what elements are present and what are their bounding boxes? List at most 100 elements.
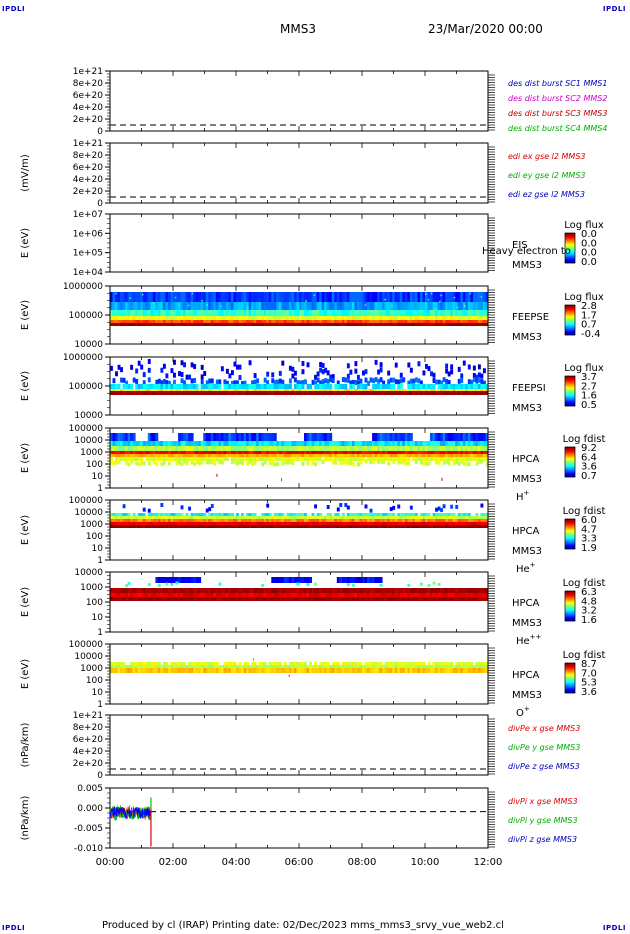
hpca_he-colorbar-step <box>565 546 575 548</box>
hpca_h-spectrogram-cell <box>392 451 396 454</box>
hpca_hepp-colorbar-step <box>565 597 575 599</box>
hpca_hepp-spectrogram-cell <box>296 577 300 583</box>
hpca_he-spectrogram-cell <box>477 519 481 522</box>
hpca_h-spectrogram-cell <box>319 451 323 454</box>
feepsi-spectrogram-cell <box>140 364 144 370</box>
feepse-spectrogram-cell <box>130 302 134 312</box>
feepsi-spectrogram-cell <box>470 379 474 385</box>
feepsi-spectrogram-cell <box>326 370 330 376</box>
feepsi-spectrogram-cell <box>122 389 126 391</box>
hpca_o-spectrogram-cell <box>367 662 370 665</box>
hpca_h-spectrogram-cell <box>180 454 184 457</box>
hpca_o-spectrogram-cell <box>160 665 164 668</box>
feepsi-spectrogram-cell <box>301 379 305 385</box>
hpca_he-spectrogram-cell <box>213 525 217 528</box>
feepse-spectrogram-cell <box>291 316 295 320</box>
hpca_h-spectrogram-cell <box>329 433 333 441</box>
eis-ytick-label: 1e+05 <box>73 249 103 259</box>
hpca_h-spectrogram-cell <box>210 446 214 451</box>
hpca_h-spectrogram-cell <box>233 446 237 451</box>
hpca_hepp-spectrogram-cell <box>193 588 197 593</box>
feepse-spectrogram-cell <box>389 292 393 304</box>
feepse-spectrogram-cell <box>367 292 370 304</box>
hpca_he-colorbar-step <box>565 521 575 523</box>
feepse-spectrogram-cell <box>278 316 282 320</box>
feepse-spectrogram-cell <box>480 310 484 318</box>
hpca_h-spectrogram-cell <box>304 433 307 441</box>
feepsi-spectrogram-cell <box>266 384 270 389</box>
ipdl-logo-bottom-left: IPDLI <box>2 924 26 932</box>
hpca_h-colorbar-step <box>565 466 575 468</box>
hpca_h-spectrogram-cell <box>412 457 416 461</box>
hpca_he-spectrogram-cell <box>205 508 209 513</box>
hpca_h-spectrogram-cell <box>152 457 156 461</box>
feepsi-spectrogram-cell <box>180 371 184 377</box>
feepse-spectrogram-cell <box>291 320 295 323</box>
feepse-spectrogram-cell <box>452 316 456 320</box>
hpca_h-spectrogram-cell <box>241 457 244 461</box>
hpca_hepp-spectrogram-cell <box>425 597 428 601</box>
hpca_h-spectrogram-cell <box>442 457 446 461</box>
feepsi-spectrogram-cell <box>485 384 489 389</box>
hpca_h-spectrogram-cell <box>467 457 471 461</box>
feepsi-spectrogram-cell <box>369 389 373 391</box>
hpca_h-spectrogram-cell <box>477 433 481 441</box>
hpca_he-spectrogram-cell <box>185 513 189 516</box>
eis-plot-area <box>110 214 488 272</box>
hpca_h-spectrogram-cell <box>157 446 161 451</box>
hpca_o-spectrogram-cell <box>135 665 139 668</box>
feepse-spectrogram-cell <box>329 292 333 304</box>
hpca_hepp-spectrogram-cell <box>258 593 262 597</box>
hpca_h-spectrogram-cell <box>437 446 441 451</box>
hpca_h-spectrogram-cell <box>213 433 217 441</box>
feepse-spectrogram-cell <box>243 302 247 312</box>
hpca_he-spectrogram-cell <box>321 519 325 522</box>
hpca_h-spectrogram-cell <box>432 441 436 446</box>
hpca_h-spectrogram-cell <box>225 446 229 451</box>
spacecraft-title: MMS3 <box>280 22 316 36</box>
hpca_h-spectrogram-cell <box>188 446 192 451</box>
hpca_hepp-spectrogram-cell <box>175 577 179 583</box>
hpca_he-spectrogram-cell <box>346 525 350 528</box>
hpca_h-spectrogram-cell <box>389 457 393 461</box>
feepsi-spectrogram-cell <box>329 389 333 391</box>
hpca_hepp-spectrogram-cell <box>475 593 479 597</box>
hpca_h-spectrogram-cell <box>316 454 320 457</box>
hpca_o-spectrogram-cell <box>112 668 116 673</box>
hpca_hepp-spectrogram-cell <box>173 588 176 593</box>
hpca_h-spectrogram-cell <box>394 446 398 451</box>
feepse-spectrogram-cell <box>452 323 456 326</box>
feepse-spectrogram-cell <box>419 323 423 326</box>
hpca_o-spectrogram-cell <box>321 668 325 673</box>
feepse-spectrogram-cell <box>195 320 199 323</box>
hpca_h-colorbar-step <box>565 469 575 471</box>
feepse-spectrogram-cell <box>435 323 438 326</box>
feepse-spectrogram-cell <box>344 323 348 326</box>
hpca_h-spectrogram-cell <box>319 454 323 457</box>
feepsi-spectrogram-cell <box>392 384 396 389</box>
feepse-spectrogram-speck <box>187 304 190 307</box>
feepsi-spectrogram-cell <box>180 378 184 384</box>
feepsi-spectrogram-cell <box>480 373 484 379</box>
hpca_he-spectrogram-cell <box>336 522 340 525</box>
feepsi-spectrogram-cell <box>336 384 340 389</box>
hpca_h-spectrogram-cell <box>185 446 189 451</box>
hpca_hepp-spectrogram-cell <box>417 597 421 601</box>
hpca_hepp-spectrogram-cell <box>427 593 431 597</box>
hpca_h-spectrogram-cell <box>110 433 113 441</box>
hpca_he-spectrogram-cell <box>299 519 302 522</box>
hpca_he-spectrogram-cell <box>291 516 295 519</box>
hpca_he-spectrogram-cell <box>251 516 255 519</box>
feepsi-colorbar-step <box>565 400 575 402</box>
hpca_he-spectrogram-cell <box>389 507 393 512</box>
feepse-spectrogram-cell <box>253 316 257 320</box>
feepse-spectrogram-cell <box>442 320 446 323</box>
hpca_he-spectrogram-cell <box>314 504 318 509</box>
feepse-spectrogram-speck <box>453 296 456 299</box>
feepse-spectrogram-cell <box>382 292 386 304</box>
hpca_hepp-ytick-label: 10 <box>92 613 104 623</box>
feepsi-spectrogram-cell <box>384 384 388 389</box>
hpca_he-spectrogram-cell <box>346 505 350 510</box>
feepsi-spectrogram-cell <box>389 377 393 383</box>
feepse-spectrogram-cell <box>173 320 176 323</box>
